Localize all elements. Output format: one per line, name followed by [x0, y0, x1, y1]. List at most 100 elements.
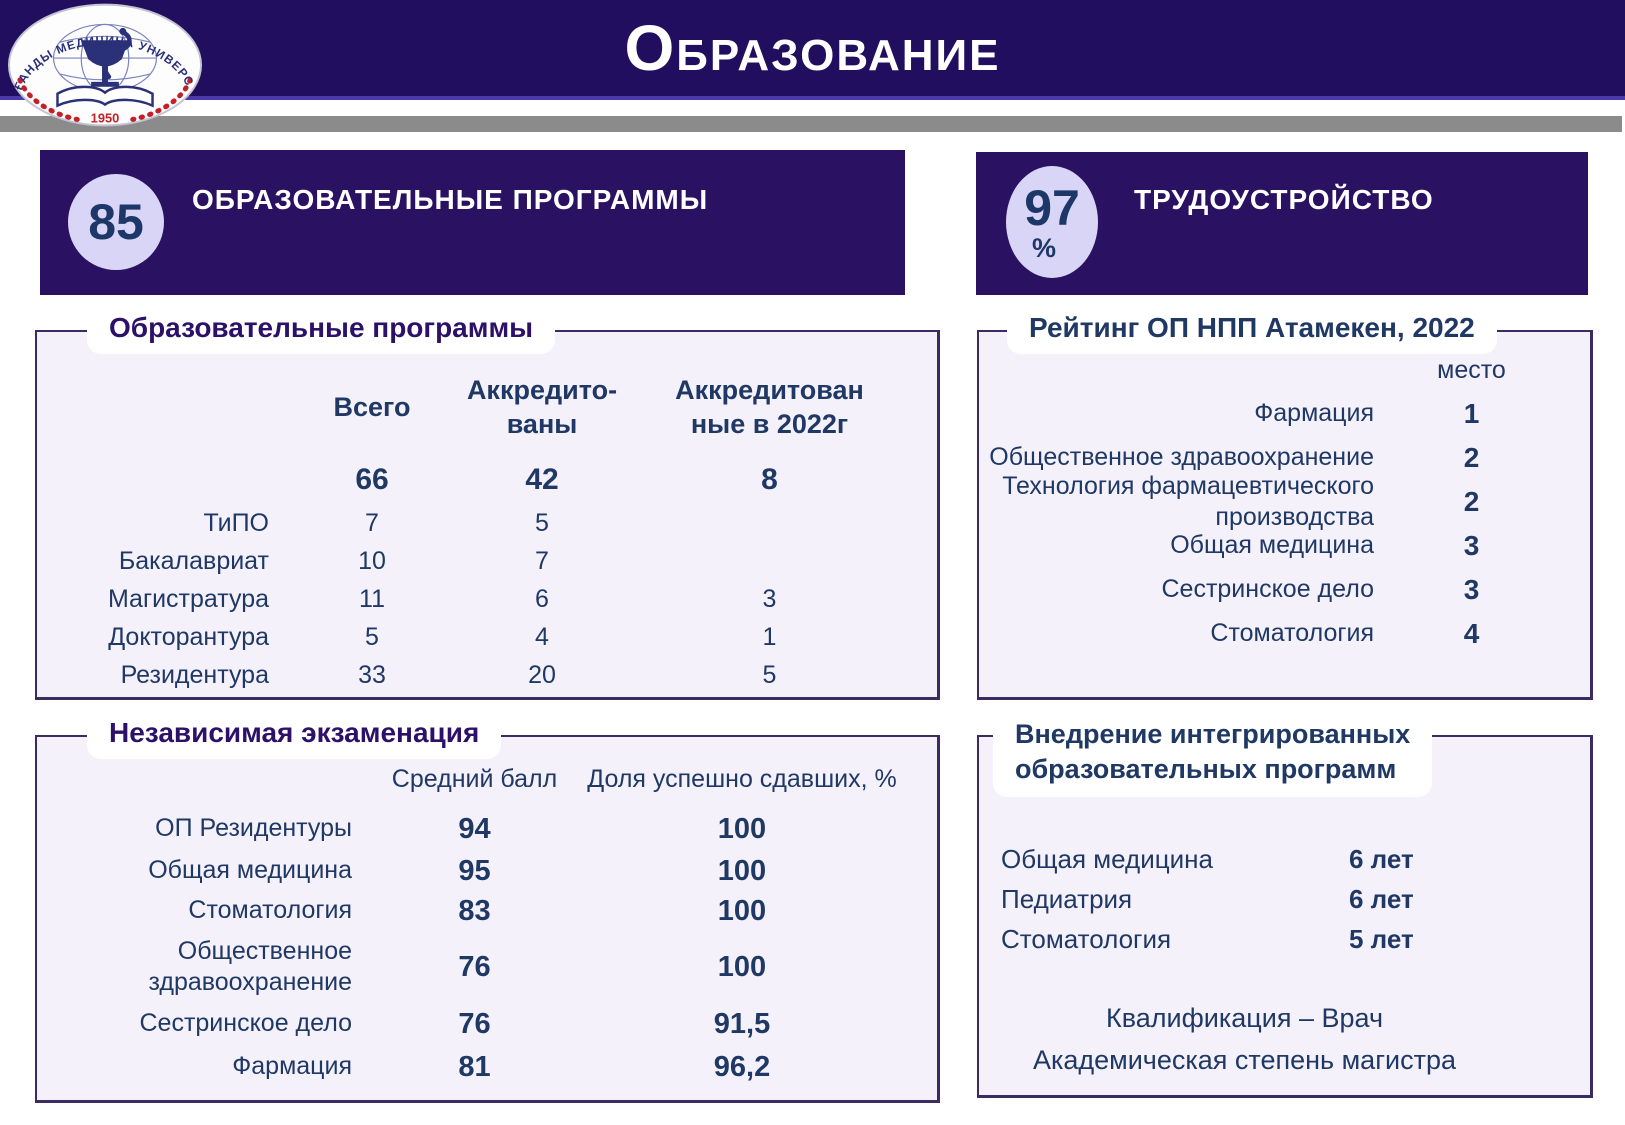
snake-bowl-icon	[81, 27, 132, 87]
table-cell: 76	[458, 1007, 491, 1040]
total-accredited: 42	[525, 463, 559, 496]
table-row-label: Общественное здравоохранение	[989, 443, 1374, 472]
divider-bar	[0, 116, 1622, 132]
table-cell: 76	[458, 950, 491, 983]
table-row-label: Стоматология	[1210, 619, 1374, 648]
page-title-rest: БРАЗОВАНИЕ	[676, 31, 1001, 80]
university-logo: ҚАРАҒАНДЫ МЕДИЦИНА УНИВЕРСИТЕТІ 1950	[1, 0, 204, 135]
table-cell: 96,2	[713, 1050, 771, 1083]
table-cell: 94	[458, 812, 491, 845]
column-header-accredited: Аккредито- ваны	[466, 375, 618, 439]
page-title-initial: О	[624, 12, 677, 84]
qualification-note: Квалификация – Врач Академическая степен…	[979, 997, 1590, 1081]
table-cell: 83	[458, 894, 491, 927]
university-logo-emblem: ҚАРАҒАНДЫ МЕДИЦИНА УНИВЕРСИТЕТІ 1950	[1, 0, 203, 127]
column-header-pass-rate: Доля успешно сдавших, %	[587, 764, 897, 793]
table-cell: 20	[528, 661, 556, 689]
total-row-label	[37, 456, 287, 504]
table-row-label: Общая медицина	[1170, 531, 1374, 560]
panel-independent-exam-title: Независимая экзаменация	[87, 709, 502, 759]
integrated-programs-list: Общая медицина 6 лет Педиатрия 6 лет Сто…	[979, 839, 1590, 959]
stat-card-programs: 85 ОБРАЗОВАТЕЛЬНЫЕ ПРОГРАММЫ	[40, 150, 905, 295]
panel-independent-exam: Независимая экзаменация Средний балл Дол…	[35, 709, 940, 1103]
program-duration: 5 лет	[1349, 923, 1414, 954]
table-cell: 4	[535, 623, 549, 651]
table-cell: 5	[535, 509, 549, 537]
table-row-label: Резидентура	[120, 661, 269, 689]
employment-percent-unit: %	[1031, 232, 1056, 263]
table-row-label: Магистратура	[107, 585, 269, 613]
table-row-label: Фармация	[1254, 399, 1374, 428]
table-cell: 100	[717, 854, 767, 887]
header-bar: ОБРАЗОВАНИЕ	[0, 0, 1625, 100]
open-book-icon	[56, 85, 154, 108]
table-row-label: Сестринское дело	[139, 1009, 353, 1038]
employment-card-title: ТРУДОУСТРОЙСТВО	[1134, 184, 1434, 215]
independent-exam-table: Средний балл Доля успешно сдавших, % ОП …	[37, 751, 937, 1089]
qualification-line: Квалификация – Врач	[1105, 1003, 1384, 1033]
table-row-label: Докторантура	[108, 623, 269, 651]
table-cell: 2	[1463, 486, 1480, 517]
table-cell: 95	[458, 854, 491, 887]
table-row-label: ТиПО	[203, 509, 269, 537]
atameken-rating-table: место Фармация 1 Общественное здравоохра…	[979, 348, 1590, 656]
panel-integrated-programs: Внедрение интегрированных образовательны…	[977, 709, 1593, 1098]
table-row-label: ОП Резидентуры	[155, 814, 352, 843]
program-name: Общая медицина	[1001, 843, 1213, 874]
employment-percent: 97	[1024, 179, 1080, 236]
column-header-place: место	[1437, 355, 1506, 384]
table-cell: 1	[1463, 398, 1480, 429]
table-cell: 7	[365, 509, 379, 537]
program-duration: 6 лет	[1349, 843, 1414, 874]
table-cell: 3	[762, 585, 777, 613]
table-row-label: Фармация	[232, 1052, 352, 1081]
page-title: ОБРАЗОВАНИЕ	[0, 8, 1625, 96]
table-cell: 7	[535, 547, 549, 575]
table-cell: 4	[1463, 618, 1480, 649]
column-header-empty	[37, 360, 287, 456]
list-item: Стоматология 5 лет	[979, 919, 1590, 959]
table-cell: 3	[1463, 574, 1480, 605]
table-cell: 5	[365, 623, 379, 651]
table-cell: 33	[358, 661, 386, 689]
table-cell: 6	[535, 585, 549, 613]
educational-programs-table: Всего Аккредито- ваны Аккредитован ные в…	[37, 360, 937, 694]
stat-card-employment: 97 % ТРУДОУСТРОЙСТВО	[976, 152, 1588, 295]
panel-integrated-programs-title: Внедрение интегрированных образовательны…	[993, 709, 1433, 798]
logo-year: 1950	[91, 110, 120, 125]
panel-atameken-rating: Рейтинг ОП НПП Атамекен, 2022 место Фарм…	[977, 304, 1593, 700]
program-duration: 6 лет	[1349, 883, 1414, 914]
table-cell: 2	[1463, 442, 1480, 473]
total-all: 66	[355, 463, 389, 496]
table-cell: 100	[717, 950, 767, 983]
degree-line: Академическая степень магистра	[1032, 1045, 1457, 1075]
table-cell: 1	[762, 623, 777, 651]
table-row-label: Общая медицина	[148, 856, 352, 885]
table-cell: 100	[717, 894, 767, 927]
program-name: Стоматология	[1001, 923, 1172, 954]
table-row-label: Технология фармацевтического производств…	[1002, 471, 1374, 531]
table-row-label: Бакалавриат	[118, 547, 269, 575]
table-cell: 100	[717, 812, 767, 845]
programs-count: 85	[88, 194, 144, 250]
programs-card-title: ОБРАЗОВАТЕЛЬНЫЕ ПРОГРАММЫ	[192, 184, 709, 215]
table-cell: 3	[1463, 530, 1480, 561]
program-name: Педиатрия	[1001, 883, 1133, 914]
table-cell	[627, 504, 937, 542]
panel-educational-programs: Образовательные программы Всего Аккредит…	[35, 304, 940, 700]
column-header-total: Всего	[333, 392, 411, 423]
panel-atameken-rating-title: Рейтинг ОП НПП Атамекен, 2022	[1007, 304, 1497, 354]
table-row-label: Сестринское дело	[1161, 575, 1375, 604]
table-cell: 5	[762, 661, 777, 689]
programs-count-badge: 85	[68, 174, 164, 270]
table-cell: 81	[458, 1050, 491, 1083]
logo-ornament	[17, 77, 193, 122]
list-item: Педиатрия 6 лет	[979, 879, 1590, 919]
table-row-label: Стоматология	[188, 896, 352, 925]
employment-percent-badge: 97 %	[1006, 166, 1098, 278]
column-header-accredited-2022: Аккредитован ные в 2022г	[675, 375, 864, 439]
list-item: Общая медицина 6 лет	[979, 839, 1590, 879]
table-cell: 91,5	[713, 1007, 771, 1040]
column-header-avg-score: Средний балл	[391, 764, 558, 793]
